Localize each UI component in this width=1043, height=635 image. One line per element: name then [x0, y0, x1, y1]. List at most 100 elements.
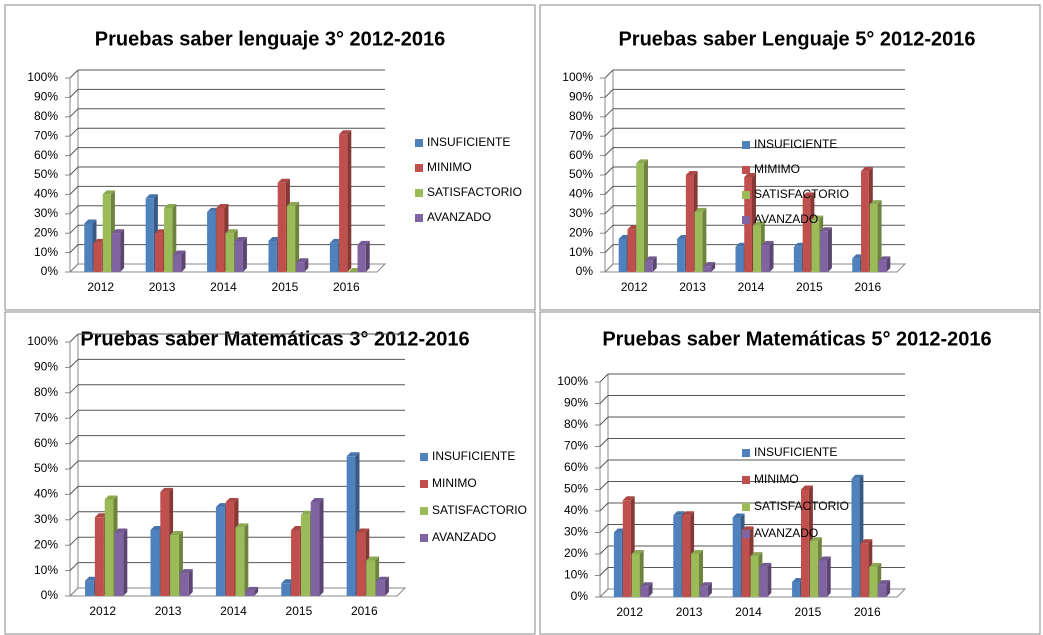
bar [329, 242, 339, 272]
bar-side [711, 262, 716, 272]
grid-diagonal [604, 127, 614, 137]
y-tick-label: 90% [34, 90, 58, 104]
bar [225, 502, 235, 596]
grid-diagonal [604, 69, 614, 79]
grid-diagonal [69, 69, 79, 79]
bar-top [818, 556, 831, 561]
x-tick-label: 2016 [854, 280, 881, 294]
bar-side [244, 523, 249, 596]
grid-diagonal [599, 567, 609, 576]
legend-label: AVANZADO [754, 526, 818, 540]
y-tick-label: 0% [571, 589, 589, 603]
bar-top [376, 576, 389, 581]
bar [268, 240, 277, 272]
chart-title: Pruebas saber Matemáticas 5° 2012-2016 [602, 328, 991, 350]
x-tick-label: 2013 [679, 280, 706, 294]
bar-top [878, 256, 891, 261]
y-tick-label: 20% [34, 225, 58, 239]
bar-top [640, 582, 653, 587]
x-tick-label: 2014 [735, 605, 762, 619]
bar [102, 194, 111, 272]
y-tick-label: 80% [569, 109, 593, 123]
bar-top [225, 498, 239, 503]
y-tick-label: 10% [564, 568, 588, 582]
y-tick-label: 100% [557, 374, 588, 388]
bar [852, 258, 861, 272]
bar-side [319, 498, 324, 596]
bar-top [346, 452, 360, 457]
bar [818, 560, 827, 597]
bar [173, 254, 182, 272]
bar [170, 535, 179, 596]
y-tick-label: 60% [569, 148, 593, 162]
bar-top [622, 496, 635, 501]
y-tick-label: 30% [34, 512, 58, 526]
bar [631, 554, 640, 597]
y-tick-label: 60% [34, 436, 58, 450]
grid-diagonal [604, 205, 614, 215]
y-tick-label: 70% [34, 128, 58, 142]
legend-label: INSUFICIENTE [432, 449, 515, 463]
bar-top [356, 528, 370, 533]
bar-side [123, 528, 128, 596]
bar [878, 260, 887, 272]
bar-top [682, 511, 695, 516]
legend-swatch [742, 216, 750, 224]
grid-diagonal [69, 108, 79, 118]
bar [793, 246, 802, 272]
bar [694, 211, 703, 272]
bar-top [179, 569, 193, 574]
bar [235, 527, 245, 596]
bar-top [268, 236, 281, 241]
bar [869, 566, 878, 597]
y-tick-label: 80% [34, 385, 58, 399]
bar [691, 554, 700, 597]
grid-diagonal [599, 416, 609, 426]
x-tick-label: 2014 [220, 604, 247, 618]
x-tick-label: 2012 [87, 280, 114, 294]
bar-top [631, 550, 644, 554]
panel-border [539, 311, 1041, 635]
bar-top [869, 200, 882, 205]
bar-top [207, 207, 220, 212]
x-tick-label: 2015 [272, 280, 299, 294]
bar [820, 231, 828, 272]
bar-side [347, 130, 352, 272]
grid-diagonal [69, 89, 79, 98]
bar-top [636, 159, 648, 164]
grid-diagonal [604, 244, 614, 253]
bar-top [93, 238, 106, 243]
legend-swatch [742, 476, 750, 484]
y-tick-label: 50% [564, 482, 588, 496]
y-tick-label: 80% [564, 417, 588, 431]
bar-top [216, 203, 229, 208]
legend-label: INSUFICIENTE [427, 135, 510, 149]
legend-swatch [415, 139, 423, 147]
bar-side [886, 256, 891, 272]
legend-swatch [415, 164, 423, 172]
bar-top [685, 171, 698, 175]
bar [622, 500, 631, 597]
bar-top [700, 582, 712, 587]
bar [753, 225, 761, 272]
bar-top [366, 556, 380, 561]
bar-top [800, 485, 813, 490]
bar [286, 206, 296, 272]
bar-top [154, 229, 168, 234]
bar-top [703, 262, 716, 267]
bar [225, 233, 234, 272]
bar [735, 246, 744, 272]
bar-side [767, 562, 772, 597]
bar [277, 182, 286, 272]
legend-label: SATISFACTORIO [754, 499, 849, 513]
bar [145, 198, 154, 272]
bar [811, 219, 820, 272]
bar-top [102, 190, 115, 195]
y-tick-label: 100% [27, 70, 58, 84]
x-tick-label: 2013 [155, 604, 182, 618]
legend-swatch [742, 141, 750, 149]
bar-side [877, 200, 882, 272]
bar [636, 163, 644, 272]
bar [682, 515, 691, 597]
bar-top [878, 580, 891, 585]
